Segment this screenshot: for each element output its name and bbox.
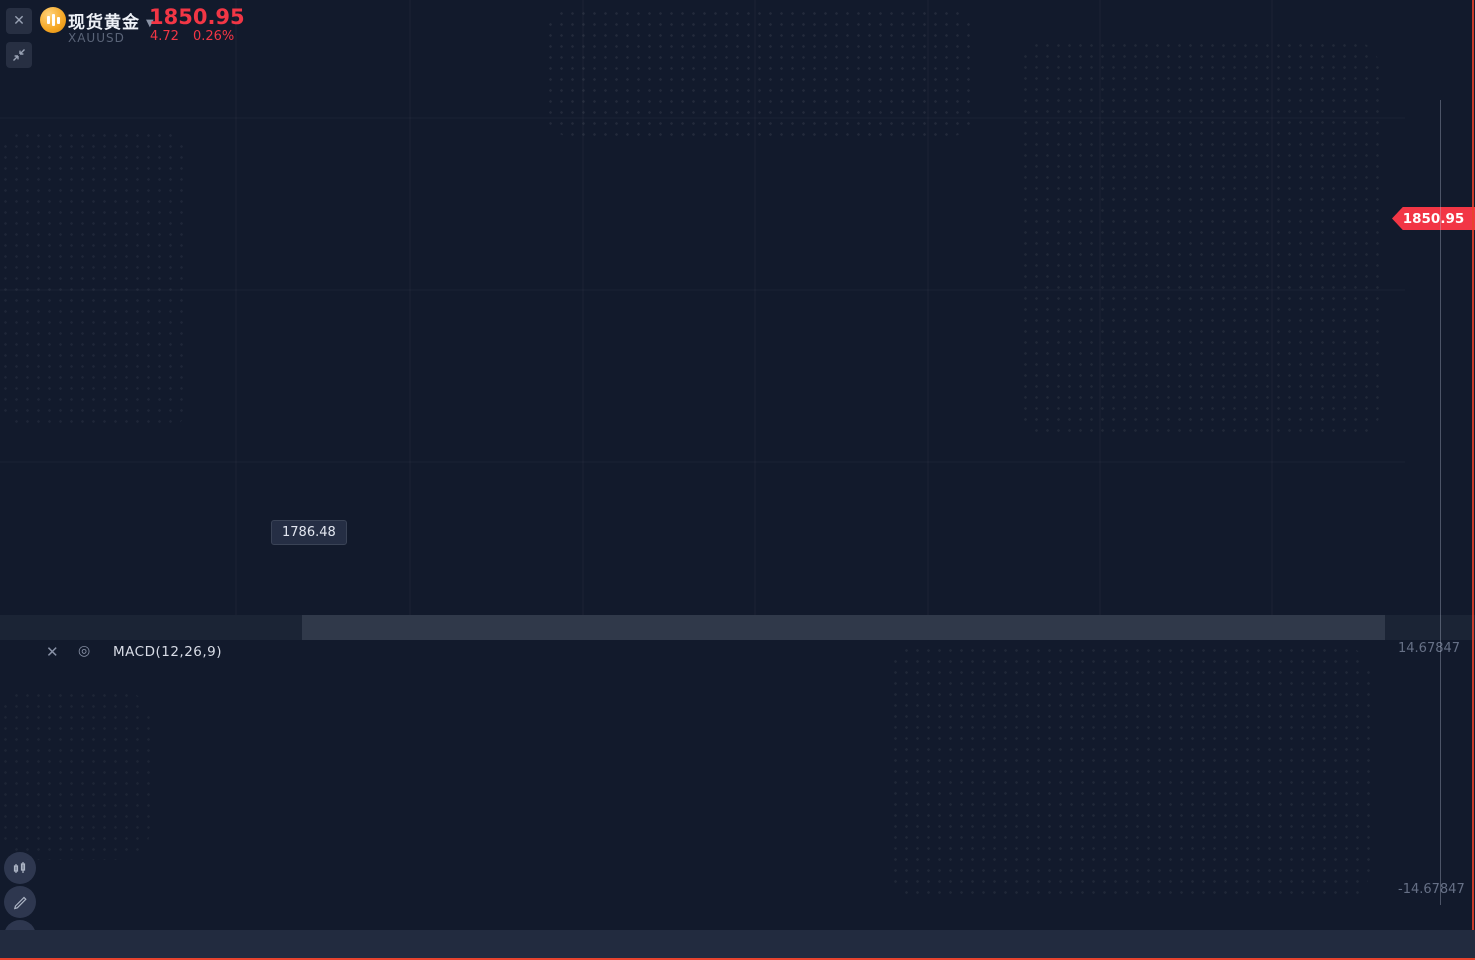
symbol-code: XAUUSD — [68, 31, 125, 45]
main-price-chart[interactable] — [0, 0, 1475, 615]
chart-type-button[interactable] — [4, 852, 36, 884]
right-edge-highlight — [1472, 0, 1474, 960]
macd-indicator-chart[interactable] — [0, 640, 1475, 930]
collapse-icon[interactable] — [6, 42, 32, 68]
symbol-name[interactable]: 现货黄金 ▼ — [68, 13, 155, 33]
gold-coin-icon — [40, 7, 66, 33]
close-chart-button[interactable]: ✕ — [6, 8, 32, 34]
macd-max-value: 14.67847 — [1398, 641, 1461, 656]
timeframe-toolbar — [0, 930, 1475, 958]
macd-min-value: -14.67847 — [1398, 882, 1465, 897]
last-price: 1850.95 — [149, 5, 245, 29]
macd-close-icon[interactable]: ✕ — [46, 643, 59, 661]
macd-time-axis — [0, 905, 1475, 930]
fib-low-tooltip: 1786.48 — [271, 520, 347, 545]
price-change: 4.72 0.26% — [150, 29, 235, 44]
current-price-badge: 1850.95 — [1392, 207, 1475, 230]
bottom-edge-highlight — [0, 957, 1475, 960]
chevron-down-icon: ▼ — [146, 18, 155, 29]
main-time-axis — [0, 615, 1475, 640]
macd-settings-icon[interactable]: ◎ — [78, 643, 91, 659]
macd-title: MACD(12,26,9) — [113, 644, 223, 660]
draw-pencil-button[interactable] — [4, 886, 36, 918]
